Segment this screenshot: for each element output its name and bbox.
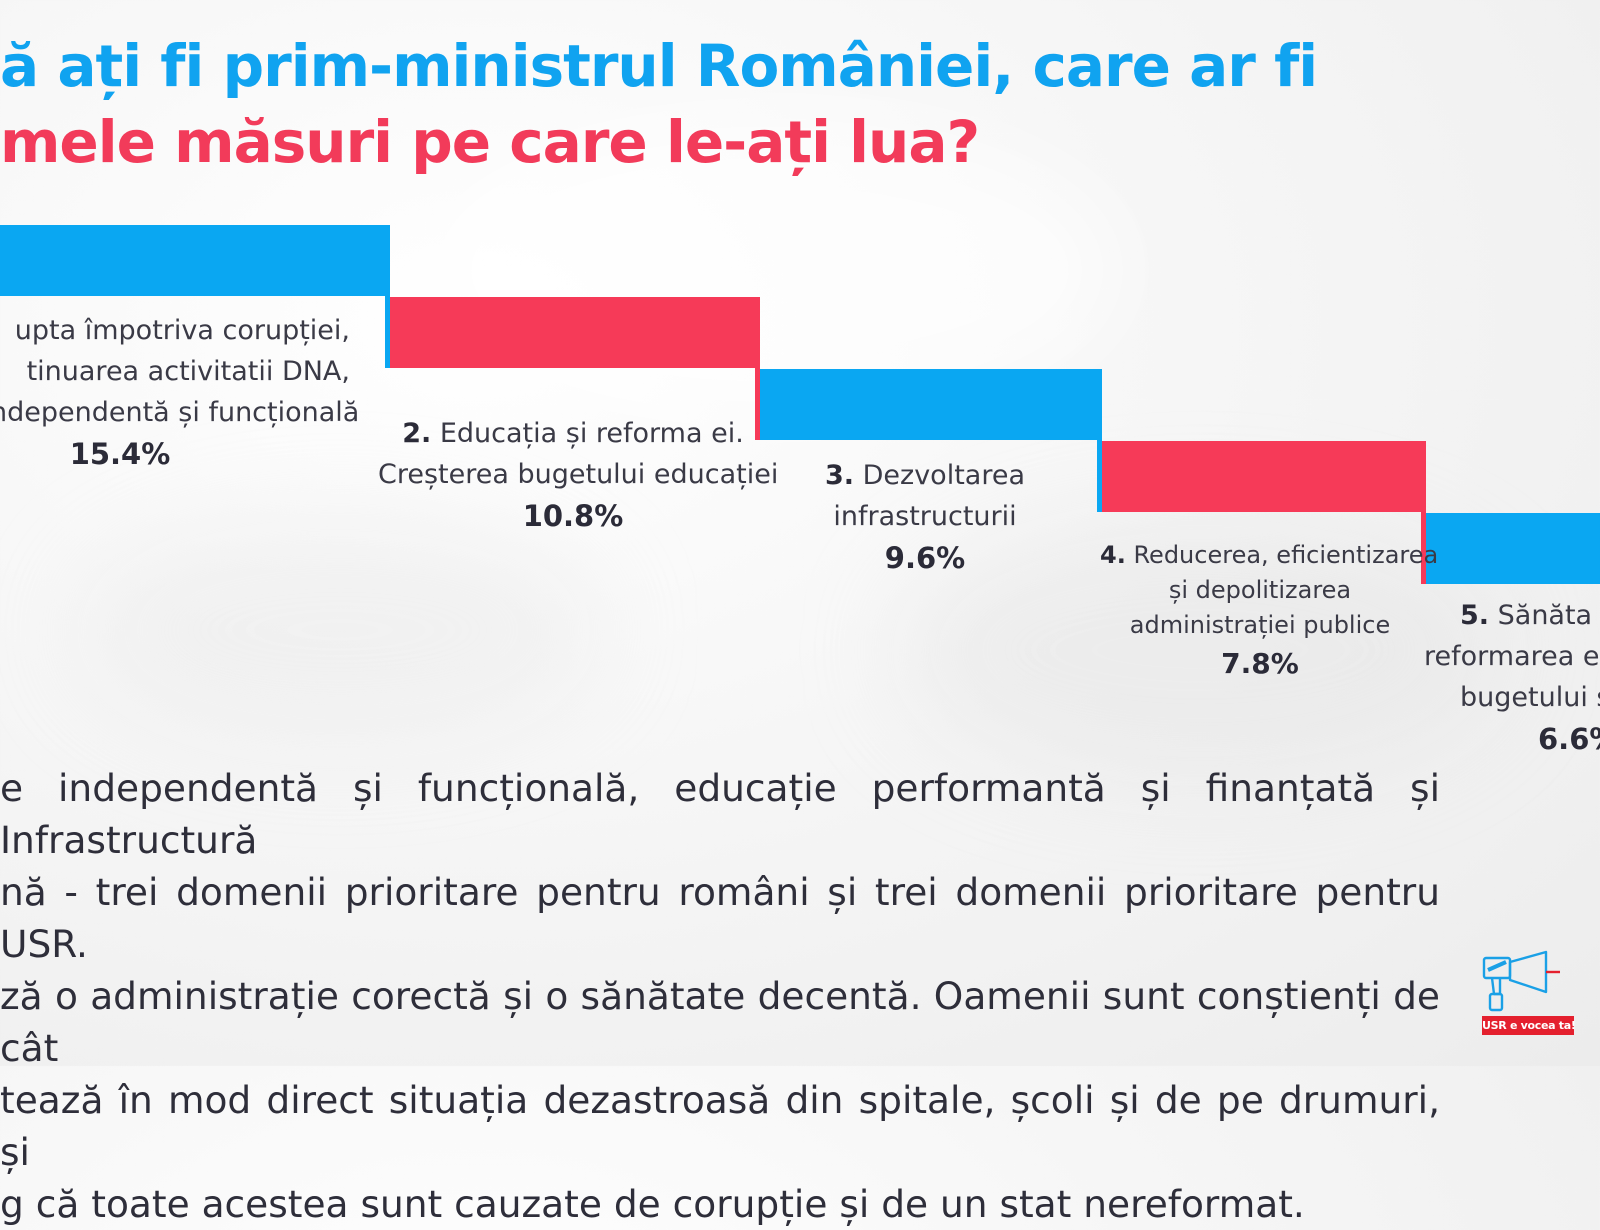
label-item-5: 5. Sănăta reformarea ei. bugetului s 6.6… (1410, 595, 1600, 760)
label-number: 4. (1100, 541, 1126, 569)
label-number: 5. (1460, 600, 1489, 631)
label-text: Sănăta (1489, 600, 1592, 631)
body-line: ză o administrație corectă și o sănătate… (0, 970, 1440, 1074)
label-percent: 9.6% (810, 537, 1040, 579)
logo-badge: USR e vocea ta! (1482, 1016, 1574, 1035)
label-number: 3. (825, 460, 854, 491)
bar-4 (1102, 441, 1426, 512)
label-percent: 15.4% (0, 433, 240, 475)
label-line-3: administrației publice (1100, 608, 1420, 643)
label-item-4: 4. Reducerea, eficientizarea și depoliti… (1100, 538, 1420, 685)
label-line: upta împotriva corupției, (0, 310, 350, 351)
label-line-2: și depolitizarea (1100, 573, 1420, 608)
label-text: Educația și reforma ei. (431, 418, 744, 449)
label-text: Reducerea, eficientizarea (1126, 541, 1438, 569)
label-line: tinuarea activitatii DNA, (0, 351, 350, 392)
label-line: ndependentă și funcțională (0, 392, 350, 433)
label-line-2: Creșterea bugetului educației (378, 454, 768, 495)
label-text: Dezvoltarea (854, 460, 1025, 491)
body-line: e independentă și funcțională, educație … (0, 762, 1440, 866)
label-line-1: 4. Reducerea, eficientizarea (1100, 538, 1420, 573)
label-item-3: 3. Dezvoltarea infrastructurii 9.6% (810, 455, 1040, 579)
staircase-bar-chart (0, 0, 1600, 600)
label-line-2: reformarea ei. (1410, 636, 1600, 677)
bar-connector-1 (385, 296, 390, 368)
bar-connector-3 (1097, 440, 1102, 512)
label-percent: 6.6% (1410, 718, 1600, 760)
label-line-1: 5. Sănăta (1410, 595, 1600, 636)
body-line: tează în mod direct situația dezastroasă… (0, 1074, 1440, 1178)
label-line-1: 2. Educația și reforma ei. (378, 413, 768, 454)
bar-1 (0, 225, 390, 296)
body-line: nă - trei domenii prioritare pentru româ… (0, 866, 1440, 970)
label-line-2: infrastructurii (810, 496, 1040, 537)
label-line-3: bugetului s (1410, 677, 1600, 718)
label-item-2: 2. Educația și reforma ei. Creșterea bug… (378, 413, 768, 537)
label-number: 2. (402, 418, 431, 449)
label-percent: 7.8% (1100, 643, 1420, 685)
bar-3 (760, 369, 1102, 440)
label-item-1: upta împotriva corupției, tinuarea activ… (0, 310, 350, 475)
body-line: g că toate acestea sunt cauzate de corup… (0, 1178, 1440, 1230)
bar-5 (1426, 513, 1600, 584)
body-paragraph: e independentă și funcțională, educație … (0, 762, 1440, 1230)
bar-2 (390, 297, 760, 368)
label-percent: 10.8% (378, 495, 768, 537)
label-line-1: 3. Dezvoltarea (810, 455, 1040, 496)
